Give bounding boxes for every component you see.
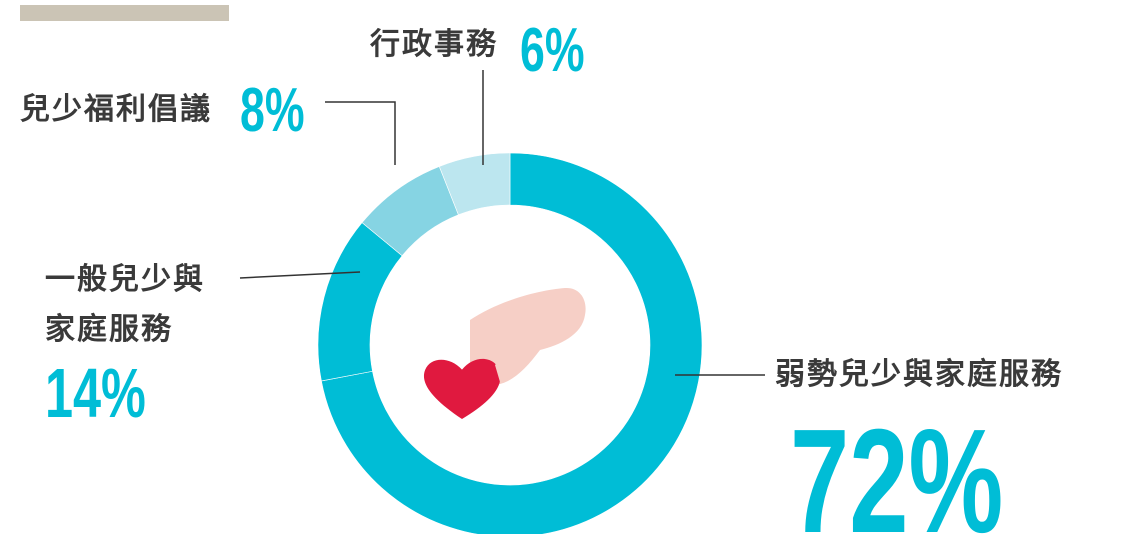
value-label: 72% — [790, 408, 1003, 534]
value-label: 14% — [45, 358, 146, 428]
header-bar — [20, 5, 229, 21]
category-label: 兒少福利倡議 — [20, 85, 250, 135]
donut-segment — [318, 223, 402, 381]
value-label: 6% — [520, 20, 585, 82]
page: 弱勢兒少與家庭服務 72% 一般兒少與家庭服務14% 兒少福利倡議8% 行政事務6% — [0, 0, 1123, 534]
category-label: 行政事務 — [370, 20, 520, 70]
value-label: 8% — [240, 80, 305, 142]
category-label: 弱勢兒少與家庭服務 — [775, 350, 1123, 400]
illustration — [424, 288, 586, 419]
category-label: 一般兒少與家庭服務 — [45, 255, 230, 355]
